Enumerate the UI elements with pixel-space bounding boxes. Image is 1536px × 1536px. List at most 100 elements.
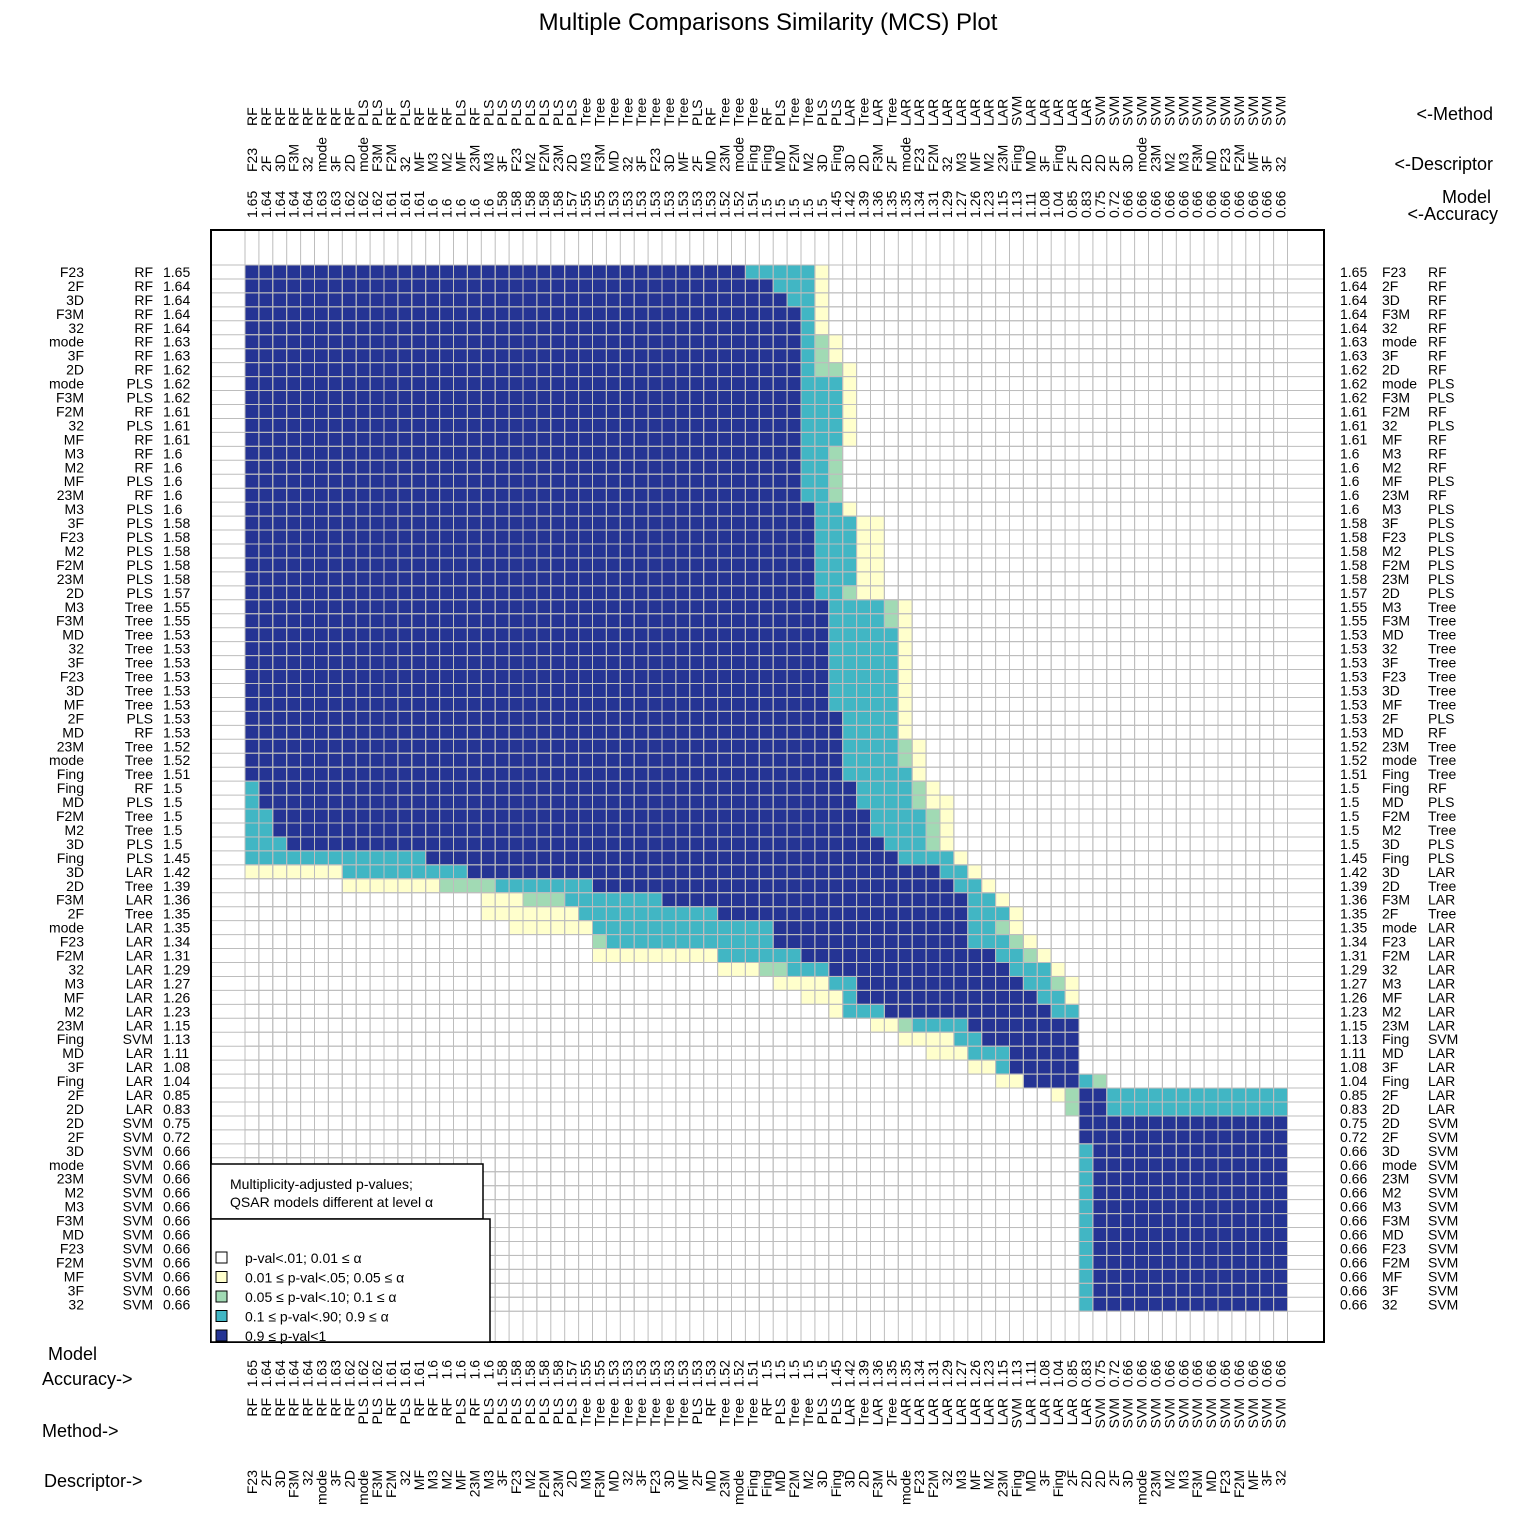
heatmap-cell: [1203, 962, 1219, 977]
heatmap-cell: [1064, 1059, 1080, 1075]
heatmap-cell: [383, 264, 399, 280]
heatmap-cell: [647, 362, 663, 378]
heatmap-cell: [1078, 529, 1094, 545]
heatmap-cell: [1148, 543, 1163, 559]
heatmap-cell: [439, 962, 455, 977]
heatmap-cell: [1078, 1115, 1094, 1131]
heatmap-cell: [953, 1003, 969, 1019]
heatmap-cell: [1148, 641, 1163, 657]
heatmap-cell: [744, 501, 760, 517]
heatmap-cell: [1273, 585, 1288, 601]
heatmap-cell: [1148, 417, 1163, 433]
heatmap-cell: [1134, 320, 1149, 336]
heatmap-cell: [800, 1115, 816, 1131]
heatmap-cell: [1064, 989, 1080, 1005]
heatmap-cell: [897, 417, 913, 433]
heatmap-cell: [814, 599, 830, 615]
heatmap-cell: [786, 1157, 802, 1173]
heatmap-cell: [1106, 515, 1122, 531]
heatmap-cell: [466, 948, 482, 963]
heatmap-cell: [355, 543, 371, 559]
heatmap-cell: [619, 822, 635, 838]
heatmap-cell: [1022, 459, 1038, 475]
heatmap-cell: [1134, 613, 1149, 629]
heatmap-cell: [1050, 655, 1066, 671]
heatmap-cell: [1259, 529, 1275, 545]
heatmap-cell: [1189, 752, 1205, 768]
heatmap-cell: [383, 1101, 399, 1117]
heatmap-cell: [911, 376, 927, 392]
heatmap-cell: [258, 445, 274, 461]
heatmap-cell: [341, 571, 357, 587]
heatmap-cell: [1120, 962, 1136, 977]
heatmap-cell: [647, 1059, 663, 1075]
heatmap-cell: [244, 766, 260, 782]
heatmap-cell: [494, 836, 510, 852]
heatmap-cell: [508, 962, 524, 977]
heatmap-cell: [689, 948, 705, 963]
heatmap-cell: [564, 934, 580, 950]
heatmap-cell: [1273, 627, 1288, 643]
heatmap-cell: [466, 906, 482, 922]
heatmap-cell: [1203, 1045, 1219, 1061]
heatmap-cell: [286, 1073, 302, 1089]
heatmap-cell: [995, 906, 1010, 922]
heatmap-cell: [522, 1045, 538, 1061]
heatmap-cell: [314, 334, 329, 350]
heatmap-cell: [314, 655, 329, 671]
heatmap-cell: [314, 501, 329, 517]
heatmap-cell: [1036, 752, 1052, 768]
heatmap-cell: [939, 989, 955, 1005]
heatmap-cell: [981, 571, 997, 587]
heatmap-cell: [856, 1031, 871, 1047]
heatmap-cell: [1148, 669, 1163, 684]
heatmap-cell: [1022, 948, 1038, 963]
heatmap-cell: [619, 627, 635, 643]
heatmap-cell: [383, 934, 399, 950]
heatmap-cell: [1175, 501, 1191, 517]
heatmap-cell: [1245, 334, 1261, 350]
heatmap-cell: [300, 655, 316, 671]
heatmap-cell: [619, 920, 635, 936]
heatmap-cell: [272, 989, 288, 1005]
heatmap-cell: [1259, 278, 1275, 294]
heatmap-cell: [605, 1143, 621, 1159]
heatmap-cell: [1022, 334, 1038, 350]
heatmap-cell: [536, 780, 552, 796]
heatmap-cell: [536, 278, 552, 294]
heatmap-cell: [814, 473, 830, 489]
heatmap-cell: [1245, 934, 1261, 950]
heatmap-cell: [327, 794, 343, 810]
heatmap-cell: [536, 1101, 552, 1117]
heatmap-cell: [1092, 962, 1108, 977]
heatmap-cell: [480, 264, 496, 280]
heatmap-cell: [383, 878, 399, 894]
heatmap-cell: [856, 390, 871, 405]
heatmap-cell: [870, 348, 885, 364]
heatmap-cell: [675, 836, 691, 852]
heatmap-cell: [1245, 892, 1261, 908]
heatmap-cell: [466, 1129, 482, 1145]
heatmap-cell: [1245, 1129, 1261, 1145]
heatmap-cell: [564, 376, 580, 392]
heatmap-cell: [772, 431, 788, 447]
heatmap-cell: [744, 962, 760, 977]
heatmap-cell: [1106, 878, 1122, 894]
heatmap-cell: [480, 655, 496, 671]
heatmap-cell: [1175, 487, 1191, 503]
heatmap-cell: [494, 278, 510, 294]
heatmap-cell: [619, 278, 635, 294]
heatmap-cell: [856, 989, 871, 1005]
axis-label-accuracy-bottom: Accuracy->: [42, 1369, 133, 1389]
heatmap-cell: [341, 417, 357, 433]
heatmap-cell: [828, 962, 844, 977]
heatmap-cell: [995, 989, 1010, 1005]
heatmap-cell: [369, 920, 385, 936]
heatmap-cell: [258, 390, 274, 405]
heatmap-cell: [1078, 599, 1094, 615]
heatmap-cell: [703, 473, 719, 489]
heatmap-cell: [355, 627, 371, 643]
heatmap-cell: [897, 696, 913, 712]
heatmap-cell: [995, 920, 1010, 936]
heatmap-cell: [1022, 390, 1038, 405]
